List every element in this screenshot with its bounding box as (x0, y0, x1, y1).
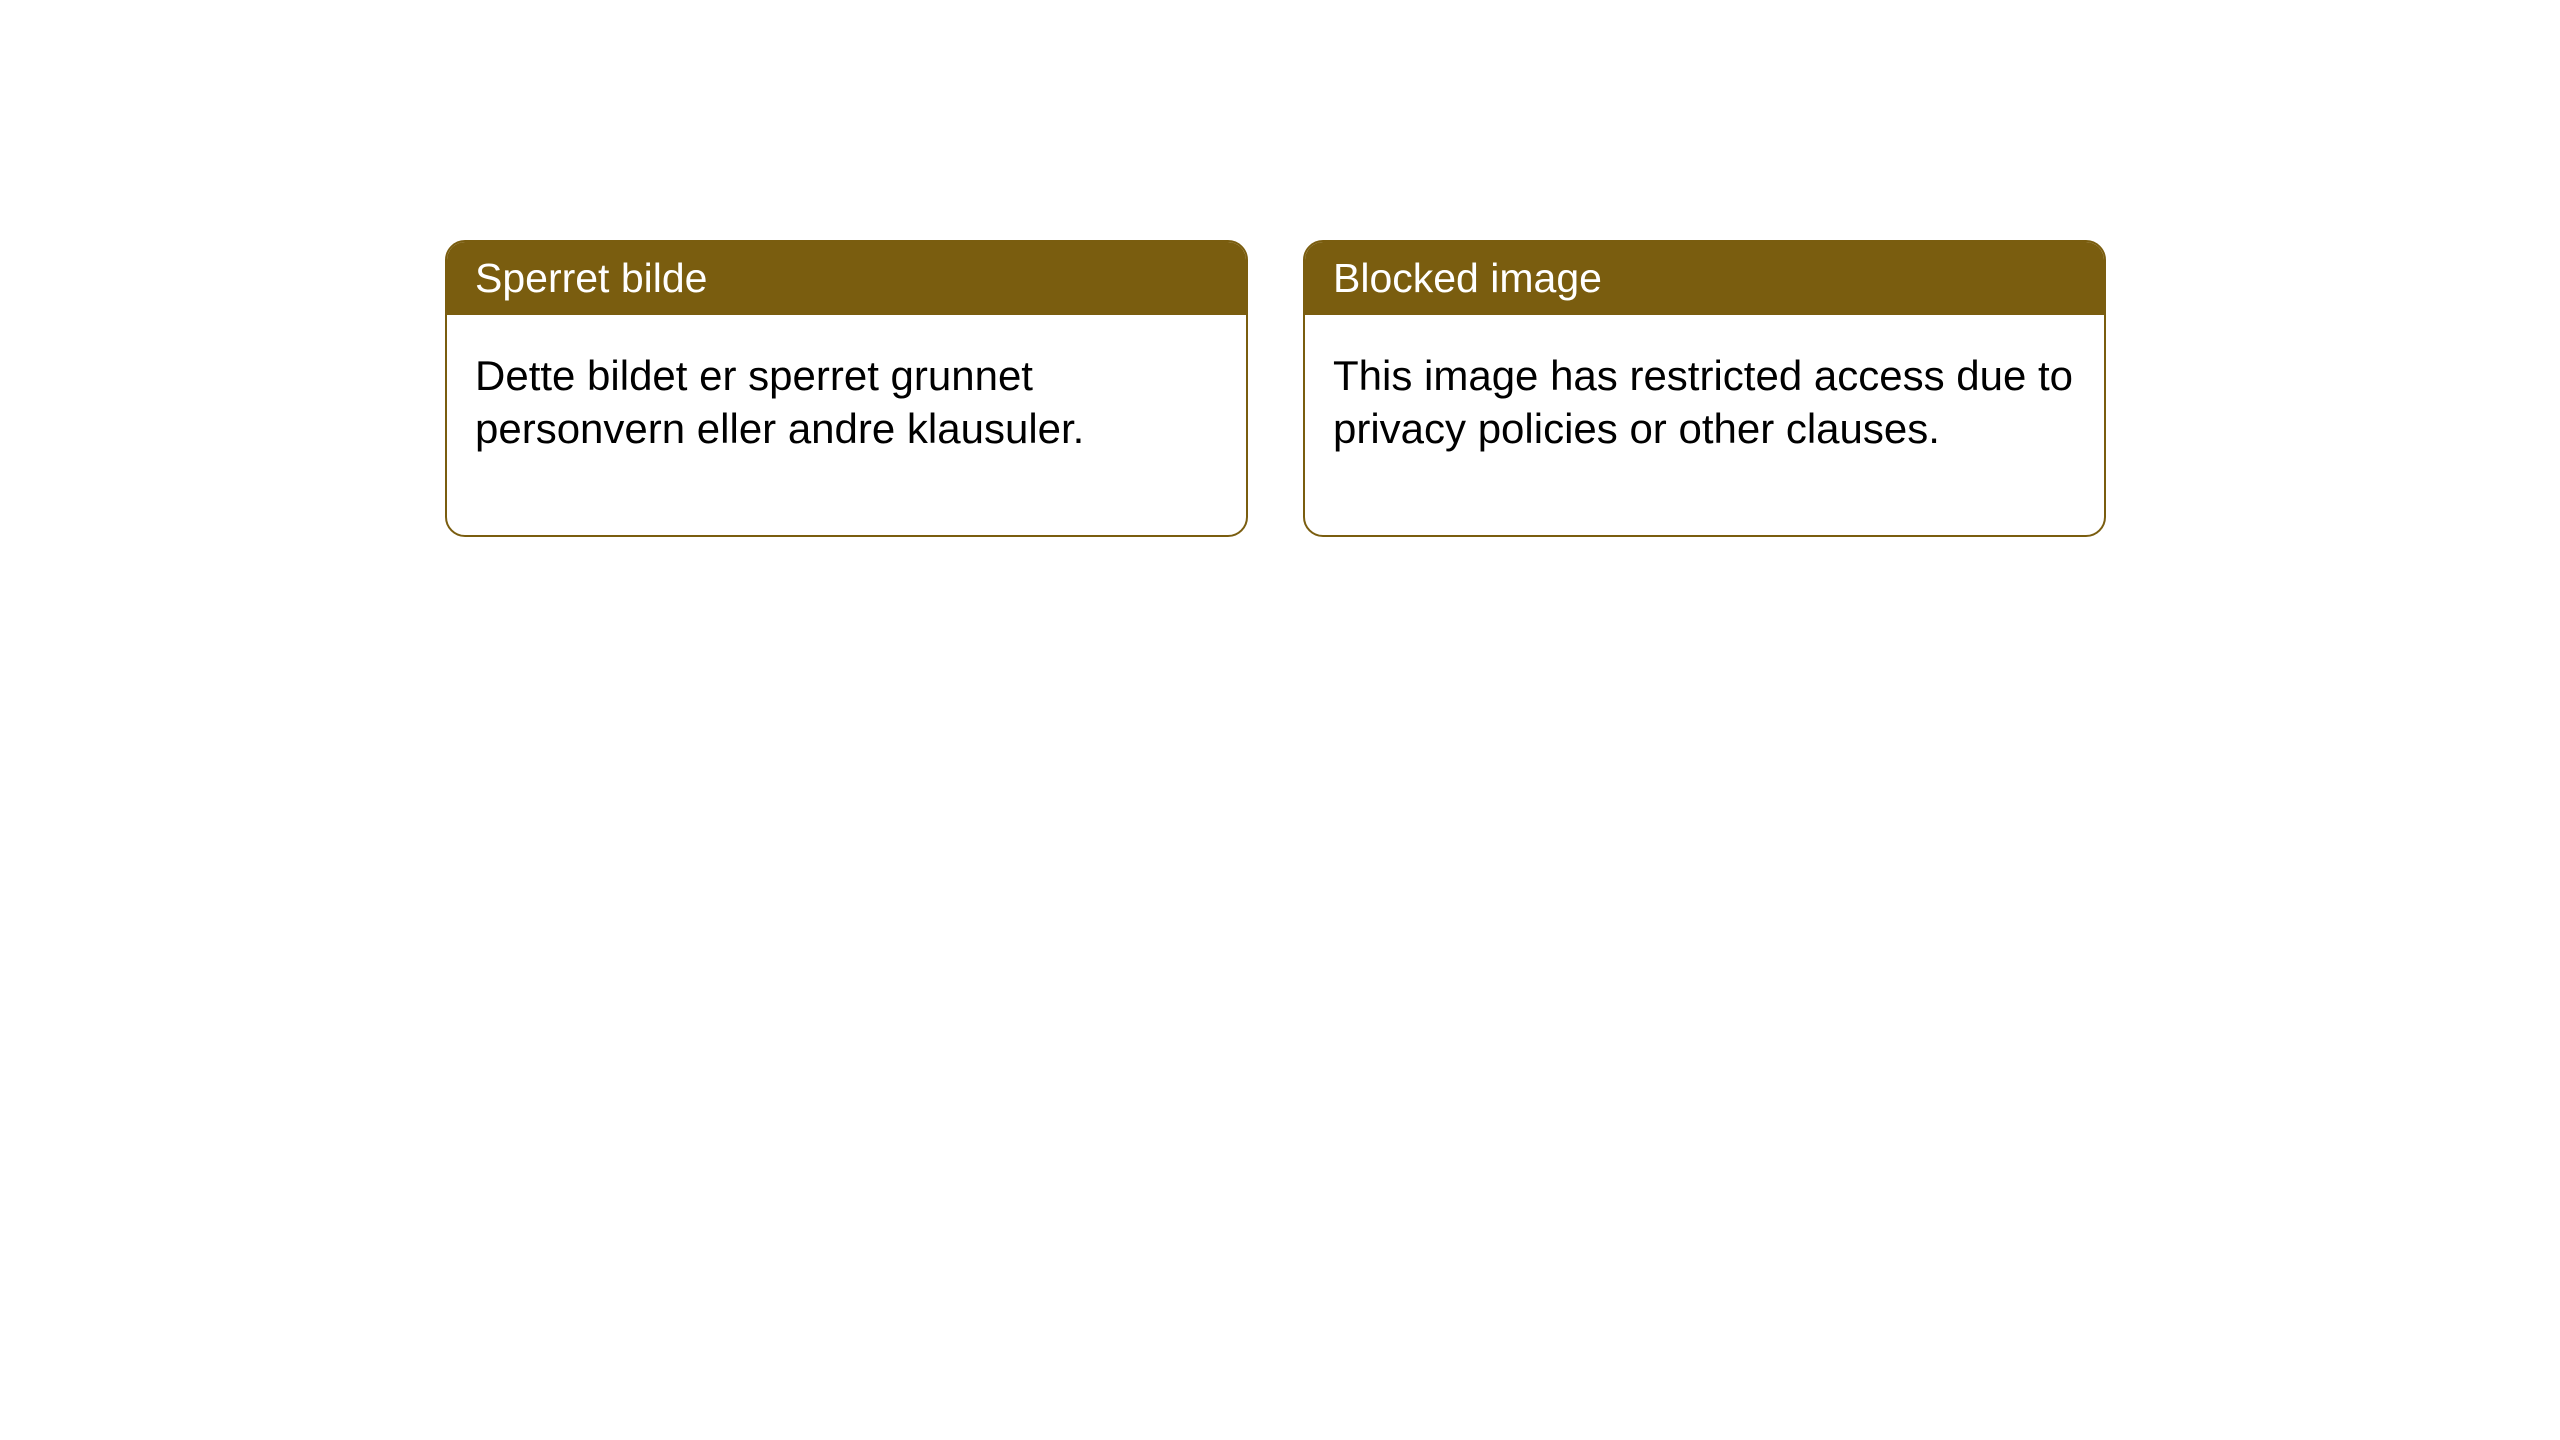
notice-body: This image has restricted access due to … (1305, 315, 2104, 535)
notice-header: Sperret bilde (447, 242, 1246, 315)
notice-container: Sperret bilde Dette bildet er sperret gr… (445, 240, 2106, 537)
notice-box-norwegian: Sperret bilde Dette bildet er sperret gr… (445, 240, 1248, 537)
notice-body: Dette bildet er sperret grunnet personve… (447, 315, 1246, 535)
notice-header: Blocked image (1305, 242, 2104, 315)
notice-box-english: Blocked image This image has restricted … (1303, 240, 2106, 537)
